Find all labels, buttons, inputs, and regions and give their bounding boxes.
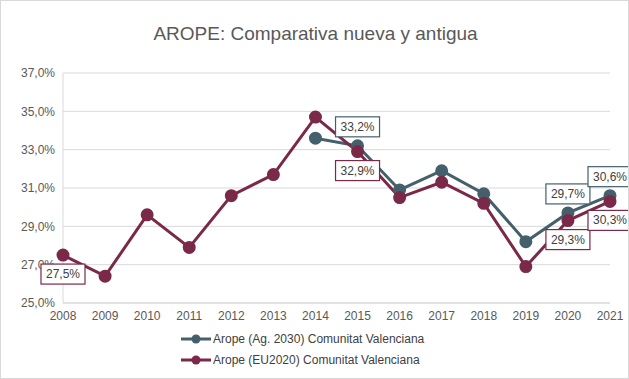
svg-text:27,5%: 27,5% (46, 267, 80, 281)
svg-text:2017: 2017 (428, 309, 455, 323)
svg-text:2011: 2011 (176, 309, 202, 323)
svg-text:33,2%: 33,2% (341, 120, 375, 134)
svg-text:29,3%: 29,3% (551, 233, 585, 247)
svg-text:31,0%: 31,0% (21, 181, 55, 195)
svg-text:2019: 2019 (512, 309, 539, 323)
svg-text:27,0%: 27,0% (21, 257, 55, 272)
svg-text:25,0%: 25,0% (21, 296, 55, 310)
html-text:Arope (EU2020) Comunitat Valen: Arope (EU2020) Comunitat Valenciana (213, 352, 420, 367)
svg-text:2021: 2021 (597, 309, 621, 323)
svg-text:35,0%: 35,0% (21, 105, 55, 119)
svg-text:2010: 2010 (134, 309, 161, 323)
svg-text:2012: 2012 (218, 309, 245, 323)
html-text:AROPE: Comparativa nueva y ant: AROPE: Comparativa nueva y antigua (153, 23, 478, 44)
html-text:Arope (Ag. 2030) Comunitat Val: Arope (Ag. 2030) Comunitat Valenciana (213, 331, 425, 346)
svg-text:30,6%: 30,6% (593, 170, 621, 184)
svg-text:29,7%: 29,7% (551, 187, 585, 201)
svg-text:29,0%: 29,0% (21, 220, 55, 234)
svg-text:30,3%: 30,3% (593, 213, 621, 227)
svg-text:2013: 2013 (260, 309, 287, 323)
svg-text:2015: 2015 (344, 309, 371, 323)
svg-text:37,0%: 37,0% (21, 66, 55, 80)
svg-text:32,9%: 32,9% (341, 164, 375, 178)
svg-text:2020: 2020 (555, 309, 582, 323)
svg-text:2008: 2008 (50, 309, 77, 323)
svg-text:2016: 2016 (386, 309, 413, 323)
svg-text:33,0%: 33,0% (21, 143, 55, 157)
svg-text:2018: 2018 (470, 309, 497, 323)
svg-text:2014: 2014 (302, 309, 329, 323)
svg-text:2009: 2009 (92, 309, 119, 323)
